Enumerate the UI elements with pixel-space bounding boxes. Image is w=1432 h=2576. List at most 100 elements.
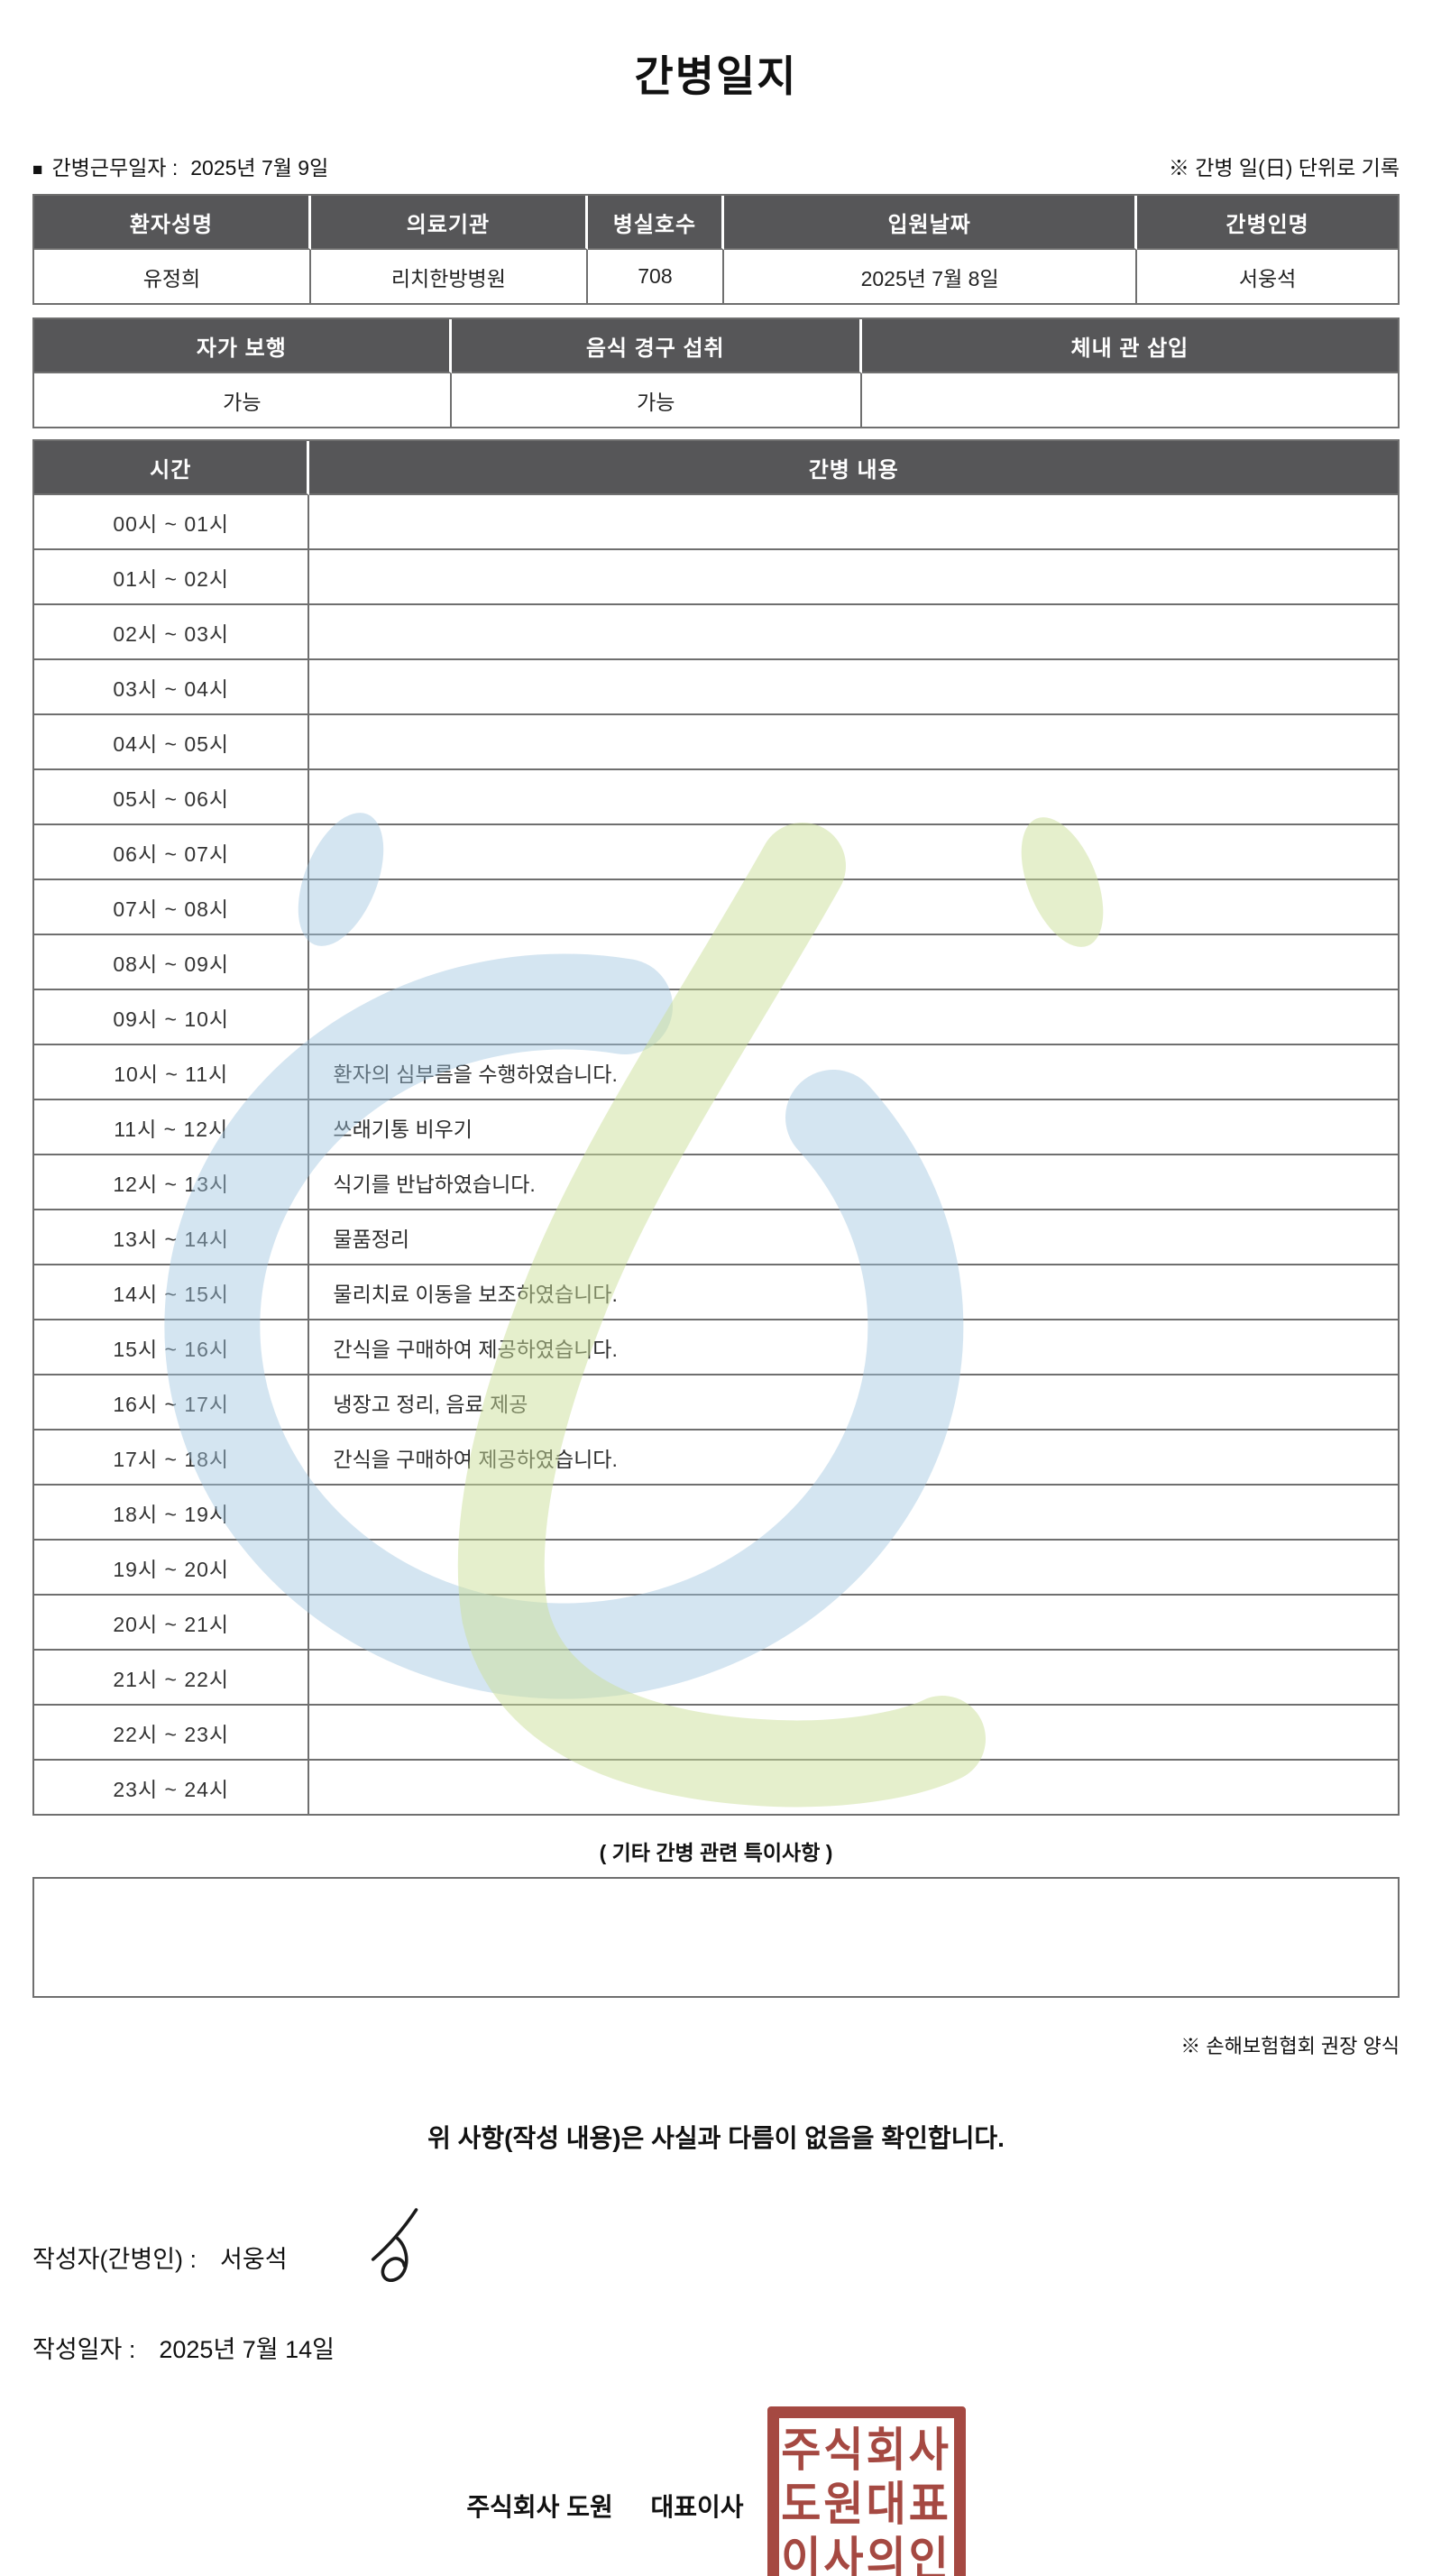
patient-status-value-cell: 가능 — [34, 373, 452, 427]
care-content-cell[interactable]: 환자의 심부름을 수행하였습니다. — [309, 1045, 1398, 1100]
time-slot-cell: 03시 ~ 04시 — [34, 660, 310, 715]
care-content-cell[interactable] — [309, 550, 1398, 605]
care-content-cell[interactable] — [309, 605, 1398, 660]
table-row: 19시 ~ 20시 — [34, 1541, 1398, 1596]
time-slot-cell: 23시 ~ 24시 — [34, 1761, 310, 1814]
patient-info-header-cell: 입원날짜 — [724, 196, 1138, 250]
care-content-cell[interactable] — [309, 1486, 1398, 1541]
seal-line: 이사의인 — [781, 2534, 951, 2576]
care-content-cell[interactable]: 물리치료 이동을 보조하였습니다. — [309, 1265, 1398, 1320]
care-content-cell[interactable] — [309, 495, 1398, 550]
writer-label: 작성자(간병인) : — [32, 2245, 197, 2273]
confirmation-statement: 위 사항(작성 내용)은 사실과 다름이 없음을 확인합니다. — [427, 2124, 1005, 2152]
time-slot-cell: 10시 ~ 11시 — [34, 1045, 310, 1100]
patient-info-value-cell: 리치한방병원 — [311, 250, 588, 303]
company-line: 주식회사 도원 대표이사 — [466, 2488, 743, 2524]
care-content-cell[interactable]: 쓰래기통 비우기 — [309, 1100, 1398, 1155]
patient-info-value-row: 유정희 리치한방병원 708 2025년 7월 8일 서웅석 — [34, 250, 1398, 303]
time-slot-cell: 17시 ~ 18시 — [34, 1431, 310, 1486]
time-slot-cell: 14시 ~ 15시 — [34, 1265, 310, 1320]
care-content-cell[interactable]: 간식을 구매하여 제공하였습니다. — [309, 1431, 1398, 1486]
time-slot-cell: 21시 ~ 22시 — [34, 1651, 310, 1706]
work-date-line: ■ 간병근무일자 : 2025년 7월 9일 — [32, 151, 328, 181]
patient-info-header-cell: 환자성명 — [34, 196, 311, 250]
table-row: 02시 ~ 03시 — [34, 605, 1398, 660]
patient-info-table: 환자성명 의료기관 병실호수 입원날짜 간병인명 유정희 리치한방병원 708 2025년 7… — [32, 194, 1400, 305]
table-row: 21시 ~ 22시 — [34, 1651, 1398, 1706]
care-content-cell[interactable]: 간식을 구매하여 제공하였습니다. — [309, 1320, 1398, 1375]
care-content-cell[interactable] — [309, 660, 1398, 715]
patient-info-header-row: 환자성명 의료기관 병실호수 입원날짜 간병인명 — [34, 196, 1398, 250]
writer-name: 서웅석 — [220, 2245, 288, 2273]
table-row: 18시 ~ 19시 — [34, 1486, 1398, 1541]
patient-status-value-cell — [862, 373, 1398, 427]
care-time-header-row: 시간 간병 내용 — [34, 441, 1398, 495]
extra-notes-heading: ( 기타 간병 관련 특이사항 ) — [599, 1841, 833, 1864]
care-content-cell[interactable] — [309, 1596, 1398, 1651]
table-row: 03시 ~ 04시 — [34, 660, 1398, 715]
patient-status-value-cell: 가능 — [452, 373, 862, 427]
care-content-cell[interactable]: 물품정리 — [309, 1210, 1398, 1265]
time-slot-cell: 09시 ~ 10시 — [34, 990, 310, 1045]
time-slot-cell: 18시 ~ 19시 — [34, 1486, 310, 1541]
patient-status-table: 자가 보행 음식 경구 섭취 체내 관 삽입 가능 가능 — [32, 317, 1400, 428]
table-row: 15시 ~ 16시 간식을 구매하여 제공하였습니다. — [34, 1320, 1398, 1375]
page-title: 간병일지 — [634, 52, 798, 100]
care-content-cell[interactable]: 식기를 반납하였습니다. — [309, 1155, 1398, 1210]
table-row: 07시 ~ 08시 — [34, 880, 1398, 935]
table-row: 01시 ~ 02시 — [34, 550, 1398, 605]
time-slot-cell: 05시 ~ 06시 — [34, 770, 310, 825]
care-content-cell[interactable] — [309, 1541, 1398, 1596]
header-note-row: ■ 간병근무일자 : 2025년 7월 9일 ※ 간병 일(日) 단위로 기록 — [32, 151, 1400, 181]
care-content-cell[interactable] — [309, 825, 1398, 880]
care-content-cell[interactable]: 냉장고 정리, 음료 제공 — [309, 1375, 1398, 1431]
patient-info-value-cell: 708 — [588, 250, 725, 303]
time-slot-cell: 07시 ~ 08시 — [34, 880, 310, 935]
work-date-value: 2025년 7월 9일 — [190, 156, 329, 179]
table-row: 09시 ~ 10시 — [34, 990, 1398, 1045]
patient-info-header-cell: 병실호수 — [587, 196, 725, 250]
table-row: 16시 ~ 17시 냉장고 정리, 음료 제공 — [34, 1375, 1398, 1431]
writer-line: 작성자(간병인) : 서웅석 — [32, 2208, 1400, 2292]
table-row: 23시 ~ 24시 — [34, 1761, 1398, 1814]
table-row: 20시 ~ 21시 — [34, 1596, 1398, 1651]
ceo-title: 대표이사 — [650, 2493, 744, 2521]
care-content-cell[interactable] — [309, 880, 1398, 935]
care-time-table: 시간 간병 내용 00시 ~ 01시 01시 ~ 02시 02시 ~ 03시 03시 ~… — [32, 439, 1400, 1816]
work-date-label: 간병근무일자 : — [51, 156, 179, 179]
table-row: 17시 ~ 18시 간식을 구매하여 제공하였습니다. — [34, 1431, 1398, 1486]
care-time-header-cell: 시간 — [34, 441, 310, 495]
writer-signature — [371, 2208, 418, 2282]
table-row: 00시 ~ 01시 — [34, 495, 1398, 550]
table-row: 06시 ~ 07시 — [34, 825, 1398, 880]
table-row: 13시 ~ 14시 물품정리 — [34, 1210, 1398, 1265]
patient-status-header-cell: 체내 관 삽입 — [861, 319, 1398, 373]
care-content-cell[interactable] — [309, 1761, 1398, 1814]
patient-status-header-cell: 자가 보행 — [34, 319, 452, 373]
patient-status-value-row: 가능 가능 — [34, 373, 1398, 427]
care-content-cell[interactable] — [309, 990, 1398, 1045]
care-content-cell[interactable] — [309, 1651, 1398, 1706]
recommended-form-note: ※ 손해보험협회 권장 양식 — [1180, 2035, 1400, 2057]
extra-notes-box[interactable] — [32, 1877, 1400, 1998]
time-slot-cell: 20시 ~ 21시 — [34, 1596, 310, 1651]
table-row: 11시 ~ 12시 쓰래기통 비우기 — [34, 1100, 1398, 1155]
table-row: 05시 ~ 06시 — [34, 770, 1398, 825]
time-slot-cell: 15시 ~ 16시 — [34, 1320, 310, 1375]
time-slot-cell: 08시 ~ 09시 — [34, 935, 310, 990]
square-bullet-icon: ■ — [32, 161, 43, 179]
seal-line: 도원대표 — [781, 2479, 951, 2532]
table-row: 10시 ~ 11시 환자의 심부름을 수행하였습니다. — [34, 1045, 1398, 1100]
time-slot-cell: 02시 ~ 03시 — [34, 605, 310, 660]
care-content-cell[interactable] — [309, 935, 1398, 990]
care-content-cell[interactable] — [309, 1706, 1398, 1761]
time-slot-cell: 11시 ~ 12시 — [34, 1100, 310, 1155]
company-seal-row: 주식회사 도원 대표이사 주식회사 도원대표 이사의인 — [32, 2406, 1400, 2576]
time-slot-cell: 19시 ~ 20시 — [34, 1541, 310, 1596]
patient-info-header-cell: 의료기관 — [310, 196, 588, 250]
write-date-value: 2025년 7월 14일 — [159, 2336, 335, 2363]
care-content-cell[interactable] — [309, 715, 1398, 770]
care-content-cell[interactable] — [309, 770, 1398, 825]
unit-note: ※ 간병 일(日) 단위로 기록 — [1168, 156, 1400, 179]
